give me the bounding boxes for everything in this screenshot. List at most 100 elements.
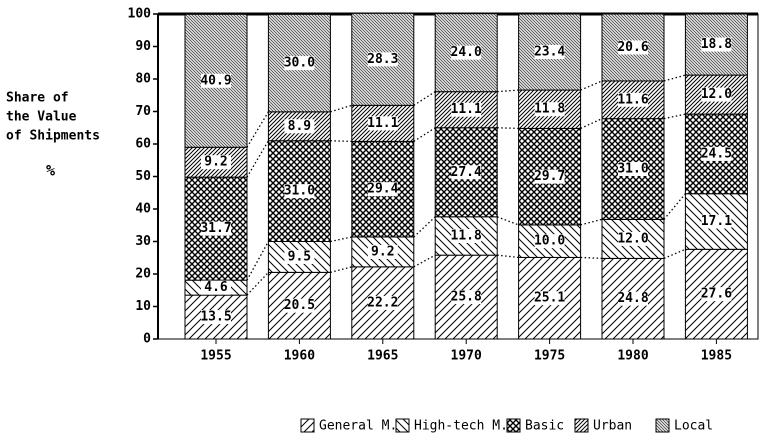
label-box [618,162,648,177]
value-label: 27.4 [451,165,482,180]
y-axis-unit: % [46,162,55,180]
value-label: 30.0 [284,56,315,71]
label-box [534,45,565,60]
label-box [367,52,398,67]
bar-segment [684,13,748,76]
x-tick-label: 1980 [617,349,648,364]
value-label: 10.0 [534,234,565,249]
value-label: 9.5 [288,249,311,264]
y-tick-label: 10 [135,299,151,314]
label-box [701,146,732,161]
y-axis-label: of Shipments [6,129,100,144]
value-label: 11.1 [367,116,398,131]
value-label: 23.4 [534,45,565,60]
connector [246,271,269,296]
value-label: 17.1 [701,214,732,229]
label-box [618,231,648,246]
label-box [284,184,315,199]
label-box [201,280,231,295]
x-tick-label: 1985 [701,349,732,364]
y-axis-label: the Value [6,110,77,125]
connector [246,111,269,148]
value-label: 25.8 [451,290,482,305]
legend-label: High-tech M. [414,419,508,434]
x-tick-label: 1975 [534,349,565,364]
legend-label: Local [674,419,713,434]
x-tick-label: 1965 [367,349,398,364]
label-box [367,116,398,131]
value-label: 12.0 [617,231,648,246]
value-label: 11.8 [451,228,482,243]
label-box [201,155,231,170]
value-label: 31.0 [284,184,315,199]
y-tick-label: 100 [128,7,152,22]
label-box [284,249,315,264]
label-box [451,102,482,117]
value-label: 8.9 [288,119,311,134]
value-label: 31.7 [200,221,231,236]
legend-swatch [574,418,589,433]
label-box [367,295,398,310]
value-label: 24.0 [451,45,482,60]
label-box [534,291,565,306]
label-box [284,56,315,71]
x-tick-label: 1960 [284,349,315,364]
legend-label: Basic [525,419,564,434]
x-tick-label: 1955 [200,349,231,364]
value-label: 22.2 [367,295,398,310]
value-label: 11.6 [617,92,648,107]
label-box [451,290,482,305]
label-box [451,228,482,243]
value-label: 13.5 [200,310,231,325]
label-box [451,45,482,60]
label-box [618,291,648,306]
label-box [534,169,565,184]
value-label: 18.8 [701,37,732,52]
label-box [618,92,648,107]
y-tick-label: 20 [135,267,151,282]
value-label: 9.2 [204,155,227,170]
legend-label: General M. [319,419,397,434]
label-box [701,87,732,102]
value-label: 11.8 [534,102,565,117]
y-tick-label: 80 [135,72,151,87]
label-box [534,234,565,249]
value-label: 12.0 [701,87,732,102]
value-label: 27.6 [701,287,732,302]
label-box [618,40,648,55]
legend-swatch [655,418,670,433]
value-label: 31.0 [617,162,648,177]
value-label: 20.6 [617,40,648,55]
y-tick-label: 30 [135,234,151,249]
connector [246,241,269,281]
label-box [701,287,732,302]
x-tick-label: 1970 [451,349,482,364]
label-box [284,298,315,313]
value-label: 40.9 [200,73,231,88]
label-box [284,119,315,134]
y-tick-label: 60 [135,137,151,152]
legend-swatch [395,418,410,433]
value-label: 29.7 [534,169,565,184]
connector [413,127,436,142]
connector [413,216,436,238]
y-tick-label: 0 [143,332,151,347]
y-tick-label: 50 [135,169,151,184]
connector [413,254,436,268]
connector [246,140,269,178]
legend-swatch [300,418,315,433]
value-label: 24.5 [701,146,732,161]
label-box [201,310,231,325]
value-label: 4.6 [204,280,228,295]
y-tick-label: 40 [135,202,151,217]
connector [663,193,686,220]
label-box [701,214,732,229]
label-box [367,182,398,197]
label-box [534,102,565,117]
value-label: 9.2 [371,244,394,259]
legend-swatch [506,418,521,433]
y-tick-label: 70 [135,104,151,119]
label-box [201,73,231,88]
